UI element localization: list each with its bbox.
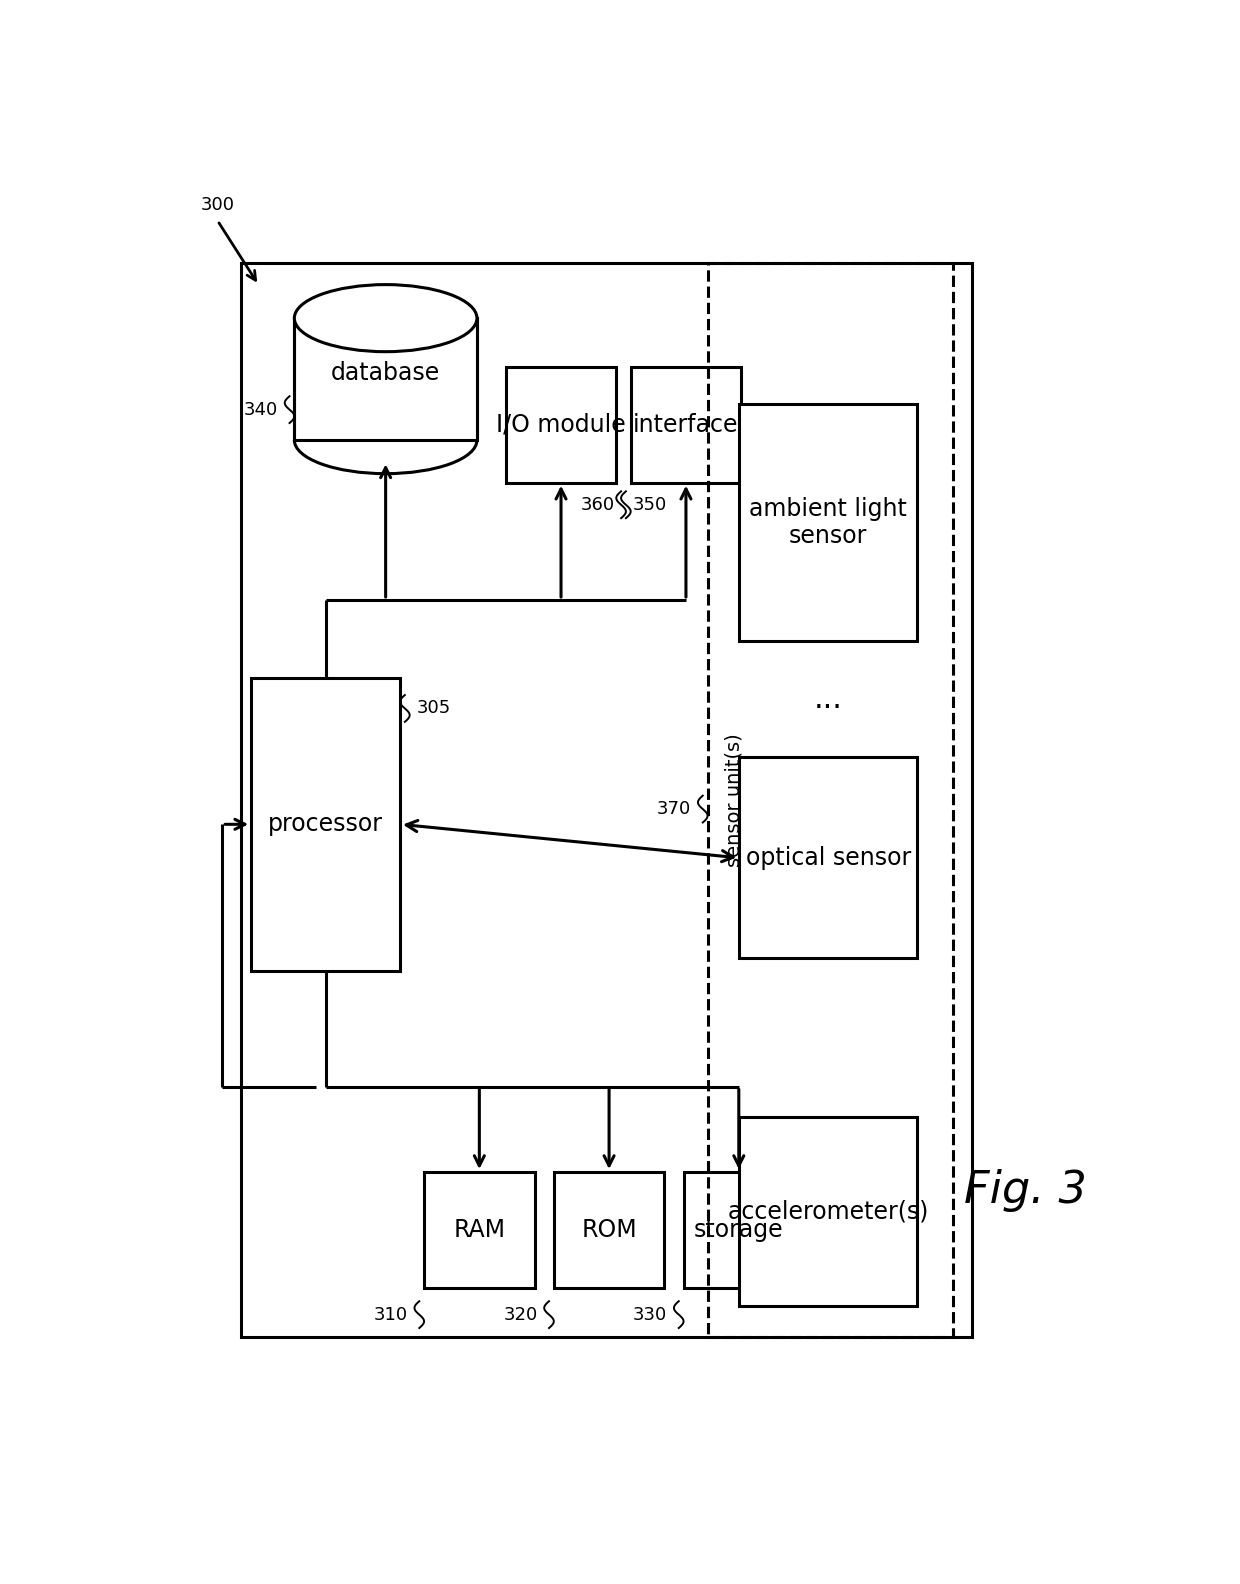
Text: database: database [331, 361, 440, 385]
Text: RAM: RAM [454, 1218, 506, 1242]
Text: ROM: ROM [582, 1218, 637, 1242]
Text: 300: 300 [201, 196, 234, 214]
Text: 360: 360 [580, 496, 614, 513]
Bar [683, 1172, 794, 1288]
Bar [739, 404, 918, 642]
Text: 320: 320 [503, 1305, 537, 1324]
Bar [250, 678, 401, 971]
Bar [424, 1172, 534, 1288]
Text: optical sensor: optical sensor [745, 846, 911, 870]
Bar [739, 1117, 918, 1307]
Text: 330: 330 [632, 1305, 667, 1324]
Text: sensor unit(s): sensor unit(s) [724, 733, 743, 866]
Bar [554, 1172, 665, 1288]
Text: interface: interface [634, 413, 739, 437]
Text: ...: ... [813, 684, 843, 714]
Bar [506, 367, 616, 483]
Text: storage: storage [694, 1218, 784, 1242]
Text: accelerometer(s): accelerometer(s) [728, 1199, 929, 1223]
Bar [242, 263, 972, 1337]
Text: processor: processor [268, 813, 383, 836]
Text: ambient light
sensor: ambient light sensor [749, 496, 908, 548]
Text: 305: 305 [417, 700, 450, 718]
Text: 340: 340 [244, 401, 278, 418]
Text: Fig. 3: Fig. 3 [965, 1169, 1087, 1212]
Bar [294, 318, 477, 440]
Ellipse shape [294, 285, 477, 352]
Text: I/O module: I/O module [496, 413, 626, 437]
Text: 370: 370 [657, 800, 691, 817]
Text: 350: 350 [632, 496, 667, 513]
Bar [708, 263, 952, 1337]
Bar [631, 367, 742, 483]
Text: 310: 310 [373, 1305, 408, 1324]
Bar [739, 757, 918, 958]
